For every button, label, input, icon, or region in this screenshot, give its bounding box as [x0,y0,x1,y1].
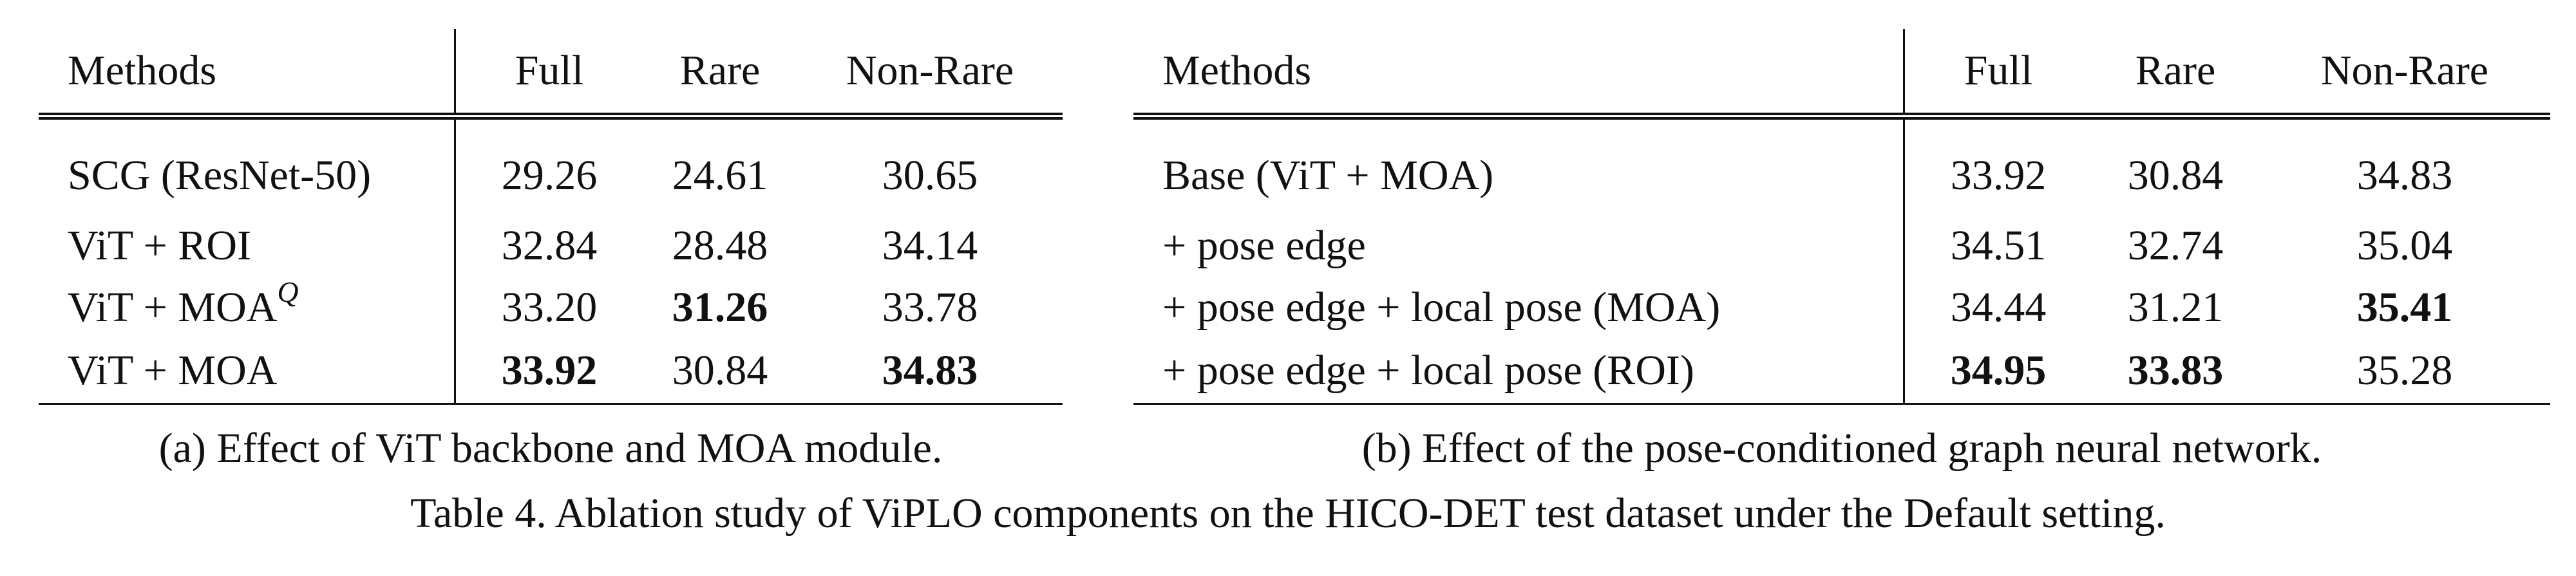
table-row: ViT + ROI 32.84 28.48 34.14 [39,215,1063,277]
method-cell: ViT + MOA [39,339,456,405]
table-row: SCG (ResNet-50) 29.26 24.61 30.65 [39,113,1063,215]
method-cell: + pose edge [1133,215,1905,277]
rare-cell: 24.61 [643,113,797,215]
table-b: Methods Full Rare Non-Rare Base (ViT + M… [1133,29,2550,405]
full-cell-best: 34.95 [1904,339,2092,405]
nonrare-cell: 33.78 [882,284,978,331]
table-a: Methods Full Rare Non-Rare SCG (ResNet-5… [39,29,1063,405]
table-a-header-rare: Rare [643,29,797,117]
full-cell-best: 33.92 [455,339,643,405]
full-cell: 34.51 [1950,222,2047,269]
full-cell: 33.92 [1904,113,2092,215]
table-row: + pose edge 34.51 32.74 35.04 [1133,215,2550,277]
table-row: Base (ViT + MOA) 33.92 30.84 34.83 [1133,113,2550,215]
full-cell: 33.20 [501,284,598,331]
subtable-b-caption: (b) Effect of the pose-conditioned graph… [1361,425,2322,472]
subtable-b: Methods Full Rare Non-Rare Base (ViT + M… [1133,29,2550,473]
table-b-header-nonrare: Non-Rare [2259,29,2550,117]
rare-cell: 30.84 [643,339,797,405]
method-cell: SCG (ResNet-50) [39,113,456,215]
rare-cell-best: 33.83 [2092,339,2259,405]
method-cell: Base (ViT + MOA) [1133,113,1905,215]
nonrare-cell: 34.14 [882,222,978,269]
table-row: ViT + MOA 33.92 30.84 34.83 [39,339,1063,405]
nonrare-cell: 34.83 [2259,113,2550,215]
rare-cell: 32.74 [2127,222,2224,269]
table-b-header-full: Full [1904,29,2092,117]
method-cell: + pose edge + local pose (ROI) [1133,339,1905,405]
table-b-header-methods: Methods [1133,29,1905,117]
rare-cell: 28.48 [672,222,768,269]
nonrare-cell-best: 34.83 [797,339,1063,405]
subtable-a-caption: (a) Effect of ViT backbone and MOA modul… [158,425,943,472]
table-b-header-rare: Rare [2092,29,2259,117]
table-a-header-methods: Methods [39,29,456,117]
table-b-header-row: Methods Full Rare Non-Rare [1133,29,2550,117]
nonrare-cell-best: 35.41 [2356,284,2453,331]
rare-cell: 30.84 [2092,113,2259,215]
table-a-header-row: Methods Full Rare Non-Rare [39,29,1063,117]
table-row: + pose edge + local pose (MOA) 34.44 31.… [1133,277,2550,339]
method-cell: + pose edge + local pose (MOA) [1133,277,1905,339]
rare-cell-best: 31.26 [672,284,768,331]
nonrare-cell: 30.65 [797,113,1063,215]
table-row: + pose edge + local pose (ROI) 34.95 33.… [1133,339,2550,405]
table-caption: Table 4. Ablation study of ViPLO compone… [410,490,2166,537]
rare-cell: 31.21 [2127,284,2224,331]
table-a-header-nonrare: Non-Rare [797,29,1063,117]
nonrare-cell: 35.28 [2259,339,2550,405]
subtable-a: Methods Full Rare Non-Rare SCG (ResNet-5… [39,29,1063,473]
full-cell: 32.84 [501,222,598,269]
full-cell: 34.44 [1950,284,2047,331]
full-cell: 29.26 [455,113,643,215]
method-cell: ViT + MOAQ [39,275,456,339]
nonrare-cell: 35.04 [2356,222,2453,269]
superscript-q: Q [277,275,299,308]
method-cell: ViT + ROI [39,215,456,277]
table-a-header-full: Full [455,29,643,117]
method-text: ViT + MOA [68,284,278,331]
table-row: ViT + MOAQ 33.20 31.26 33.78 [39,277,1063,339]
